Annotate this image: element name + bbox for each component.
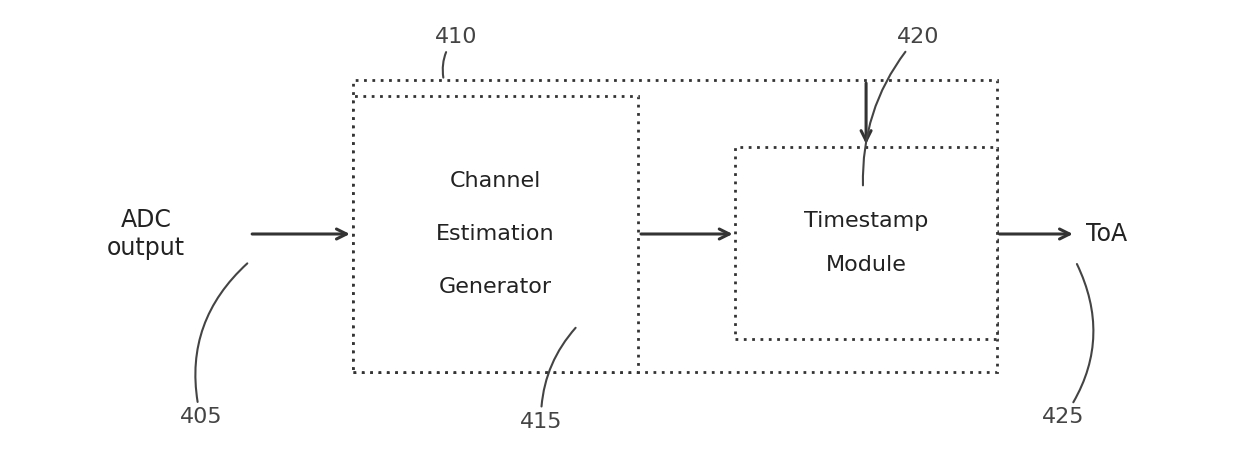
Text: Module: Module bbox=[826, 255, 906, 275]
Text: Generator: Generator bbox=[439, 277, 552, 297]
Bar bbox=[352, 96, 639, 372]
Text: Timestamp: Timestamp bbox=[804, 212, 929, 231]
Text: Estimation: Estimation bbox=[436, 224, 554, 244]
Text: Channel: Channel bbox=[450, 171, 541, 191]
Text: 420: 420 bbox=[863, 27, 939, 185]
Text: ADC
output: ADC output bbox=[107, 208, 185, 260]
Bar bbox=[735, 147, 997, 339]
Text: 415: 415 bbox=[520, 328, 575, 432]
Text: 410: 410 bbox=[435, 27, 477, 78]
Bar bbox=[352, 80, 997, 372]
Text: 425: 425 bbox=[1043, 264, 1094, 427]
Text: ToA: ToA bbox=[1085, 222, 1127, 246]
Text: 405: 405 bbox=[180, 263, 247, 427]
